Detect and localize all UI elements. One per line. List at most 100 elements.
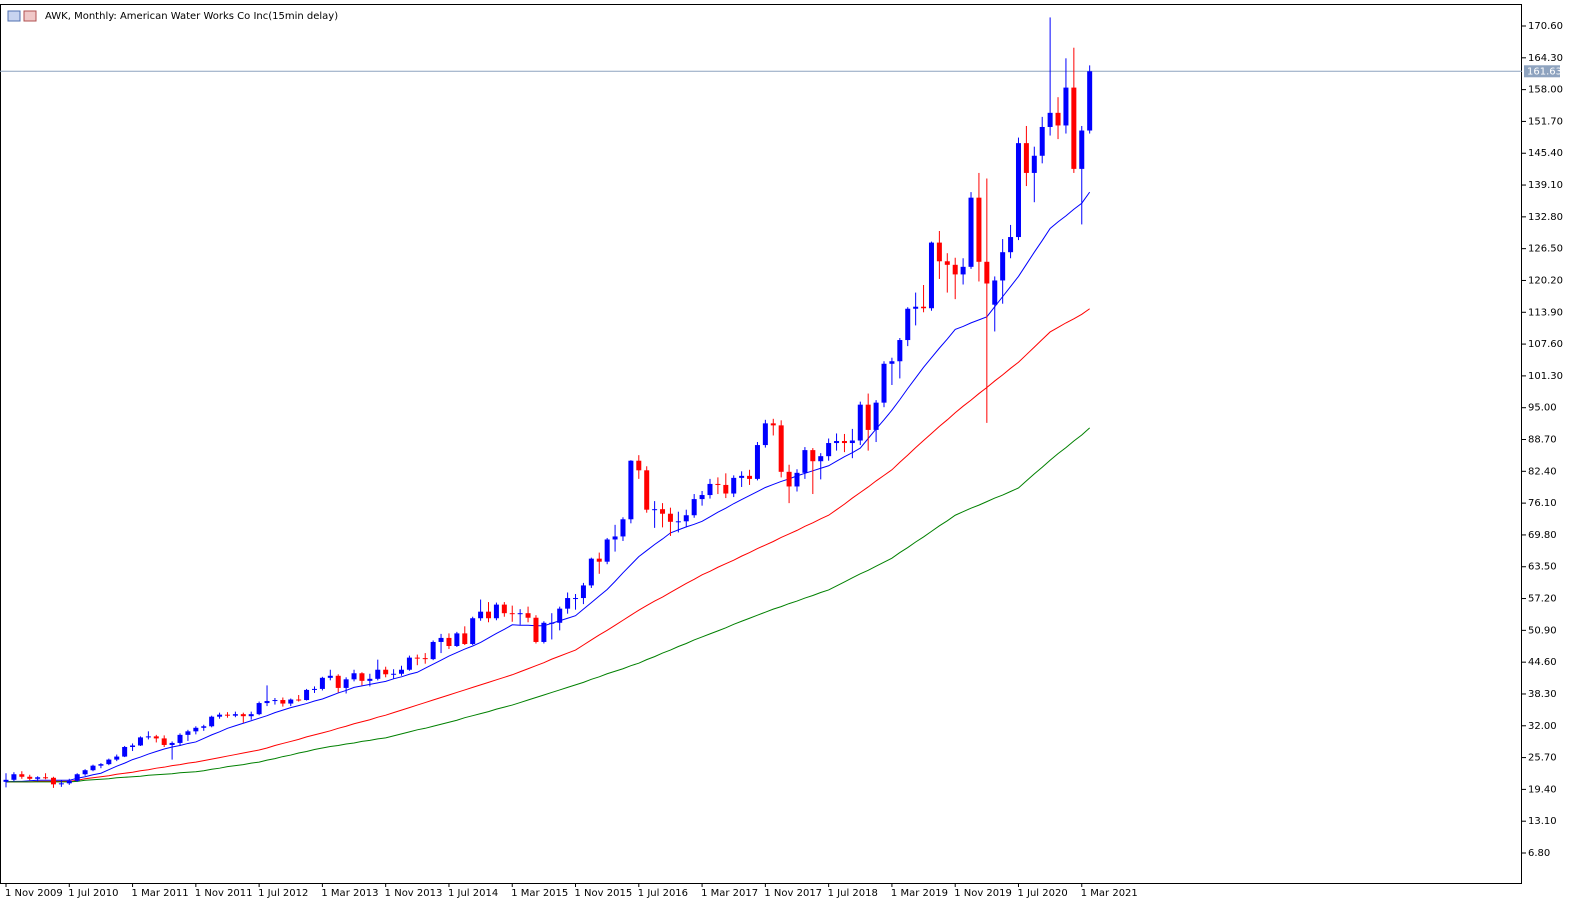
candle-body <box>280 700 286 704</box>
candle-body <box>960 266 966 275</box>
candle-body <box>130 745 136 747</box>
x-tick-label: 1 Nov 2019 <box>954 888 1012 899</box>
candle-body <box>351 673 357 680</box>
y-tick-label: 6.80 <box>1528 848 1550 859</box>
candle-body <box>90 765 96 771</box>
candle-body <box>43 777 49 779</box>
x-tick-label: 1 Nov 2013 <box>385 888 443 899</box>
candle-body <box>557 608 563 623</box>
icon <box>7 10 21 22</box>
y-tick-label: 107.60 <box>1528 339 1563 350</box>
y-tick-label: 13.10 <box>1528 816 1557 827</box>
candle-body <box>1047 112 1053 127</box>
y-tick-label: 88.70 <box>1528 435 1557 446</box>
candle-body <box>660 509 666 514</box>
candle-body <box>454 633 460 647</box>
candle-body <box>470 618 476 644</box>
candle-body <box>177 734 183 743</box>
candle-body <box>446 637 452 647</box>
candle-body <box>573 598 579 600</box>
candle-body <box>620 519 626 537</box>
x-tick-label: 1 Nov 2015 <box>575 888 633 899</box>
candle-body <box>256 703 262 715</box>
y-tick-label: 113.90 <box>1528 307 1563 318</box>
candle-body <box>375 669 381 679</box>
y-tick-label: 25.70 <box>1528 753 1557 764</box>
candle-body <box>897 340 903 362</box>
candle-body <box>478 611 484 619</box>
candle-body <box>549 622 555 624</box>
ma-line <box>6 308 1090 783</box>
candle-body <box>794 472 800 487</box>
candle-body <box>486 611 492 619</box>
candle-body <box>588 558 594 586</box>
y-tick-label: 82.40 <box>1528 466 1557 477</box>
candle-body <box>304 689 310 701</box>
chart-title: AWK, Monthly: American Water Works Co In… <box>45 11 338 22</box>
x-tick-label: 1 Nov 2017 <box>764 888 822 899</box>
candle-body <box>936 242 942 262</box>
y-tick-label: 76.10 <box>1528 498 1557 509</box>
candle-body <box>1015 143 1021 238</box>
candle-body <box>984 261 990 284</box>
candle-body <box>122 746 128 757</box>
candle-body <box>992 280 998 305</box>
candle-body <box>35 777 41 779</box>
candle-body <box>952 264 958 275</box>
candle-body <box>114 756 120 760</box>
candle-body <box>209 716 215 727</box>
candle-body <box>232 714 238 716</box>
candle-body <box>834 441 840 444</box>
candle-body <box>367 678 373 681</box>
candle-body <box>770 423 776 426</box>
candle-body <box>1000 252 1006 281</box>
y-tick-label: 50.90 <box>1528 625 1557 636</box>
candle-body <box>628 460 634 520</box>
candle-body <box>422 658 428 660</box>
y-tick-label: 57.20 <box>1528 594 1557 605</box>
candle-body <box>137 737 143 746</box>
candle-body <box>438 637 444 642</box>
candle-body <box>224 714 230 716</box>
candle-body <box>1063 87 1069 126</box>
x-tick-label: 1 Nov 2011 <box>195 888 253 899</box>
x-tick-label: 1 Jul 2012 <box>258 888 308 899</box>
candle-body <box>731 477 737 494</box>
candle-body <box>921 306 927 309</box>
candle-body <box>691 499 697 516</box>
x-tick-label: 1 Jul 2010 <box>68 888 118 899</box>
candle-body <box>391 673 397 675</box>
candle-body <box>98 764 104 766</box>
candle-body <box>913 306 919 309</box>
candle-body <box>311 688 317 690</box>
ma-line <box>5 191 1091 783</box>
candle-body <box>296 699 302 701</box>
candle-body <box>327 675 333 678</box>
candle-body <box>517 613 523 615</box>
y-tick-label: 139.10 <box>1528 180 1563 191</box>
y-tick-label: 44.60 <box>1528 657 1557 668</box>
candle-body <box>786 471 792 487</box>
candle-body <box>11 774 17 780</box>
candle-body <box>509 613 515 615</box>
candle-body <box>501 604 507 614</box>
candle-body <box>430 641 436 660</box>
x-tick-label: 1 Mar 2021 <box>1081 888 1138 899</box>
candle-body <box>889 361 895 364</box>
candle-body <box>1023 143 1029 173</box>
candle-body <box>857 404 863 441</box>
x-tick-label: 1 Mar 2017 <box>701 888 758 899</box>
candle-body <box>652 509 658 511</box>
ma-line <box>6 427 1091 783</box>
candle-body <box>1087 71 1093 131</box>
x-tick-label: 1 Nov 2009 <box>5 888 63 899</box>
candle-body <box>414 657 420 659</box>
candle-body <box>968 197 974 267</box>
y-tick-label: 164.30 <box>1528 53 1563 64</box>
candle-body <box>145 736 151 738</box>
candle-body <box>849 440 855 444</box>
candle-body <box>533 617 539 642</box>
candle-body <box>153 736 159 739</box>
candle-body <box>462 633 468 644</box>
